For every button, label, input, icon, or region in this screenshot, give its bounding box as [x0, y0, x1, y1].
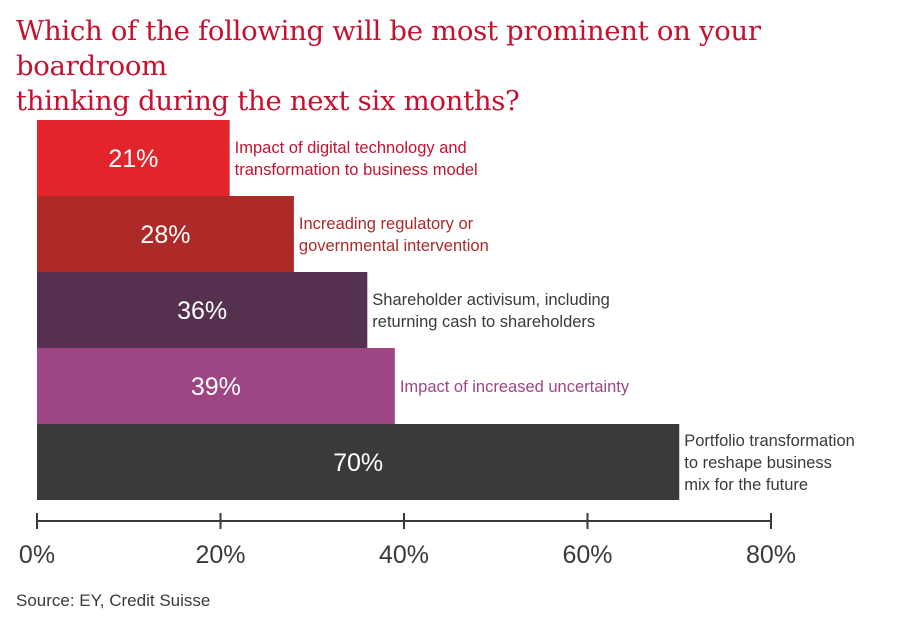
chart-title: Which of the following will be most prom…	[16, 14, 896, 119]
bar-value-label-3: 36%	[177, 297, 227, 325]
bar-value-label-5: 70%	[333, 449, 383, 477]
chart-title-line-2: thinking during the next six months?	[16, 85, 520, 117]
bar-category-label-5-line-1: Portfolio transformation	[684, 432, 855, 450]
bar-category-label-2-line-1: Increading regulatory or	[299, 215, 474, 233]
bar-category-label-1-line-2: transformation to business model	[235, 161, 478, 179]
source-note: Source: EY, Credit Suisse	[16, 591, 211, 610]
x-tick-label-2: 20%	[195, 541, 245, 569]
bar-value-label-2: 28%	[140, 221, 190, 249]
bar-3	[37, 272, 368, 348]
bar-4	[37, 348, 395, 424]
bar-2	[37, 196, 294, 272]
bar-category-label-1-line-1: Impact of digital technology and	[235, 139, 467, 157]
bar-category-label-3-line-2: returning cash to shareholders	[372, 313, 595, 331]
bar-category-label-5-line-2: to reshape business	[684, 454, 832, 472]
bar-category-label-3-line-1: Shareholder activisum, including	[372, 291, 610, 309]
bar-1	[37, 120, 230, 196]
bar-category-label-2-line-2: governmental intervention	[299, 237, 489, 255]
bar-category-label-5-line-3: mix for the future	[684, 476, 808, 494]
bar-5	[37, 424, 680, 500]
x-tick-label-1: 0%	[19, 541, 55, 569]
x-tick-label-3: 40%	[379, 541, 429, 569]
bar-value-label-1: 21%	[108, 145, 158, 173]
bar-category-label-4-line-1: Impact of increased uncertainty	[400, 378, 630, 396]
x-tick-label-5: 80%	[746, 541, 796, 569]
x-tick-label-4: 60%	[562, 541, 612, 569]
chart-title-line-1: Which of the following will be most prom…	[16, 15, 761, 82]
bar-value-label-4: 39%	[191, 373, 241, 401]
